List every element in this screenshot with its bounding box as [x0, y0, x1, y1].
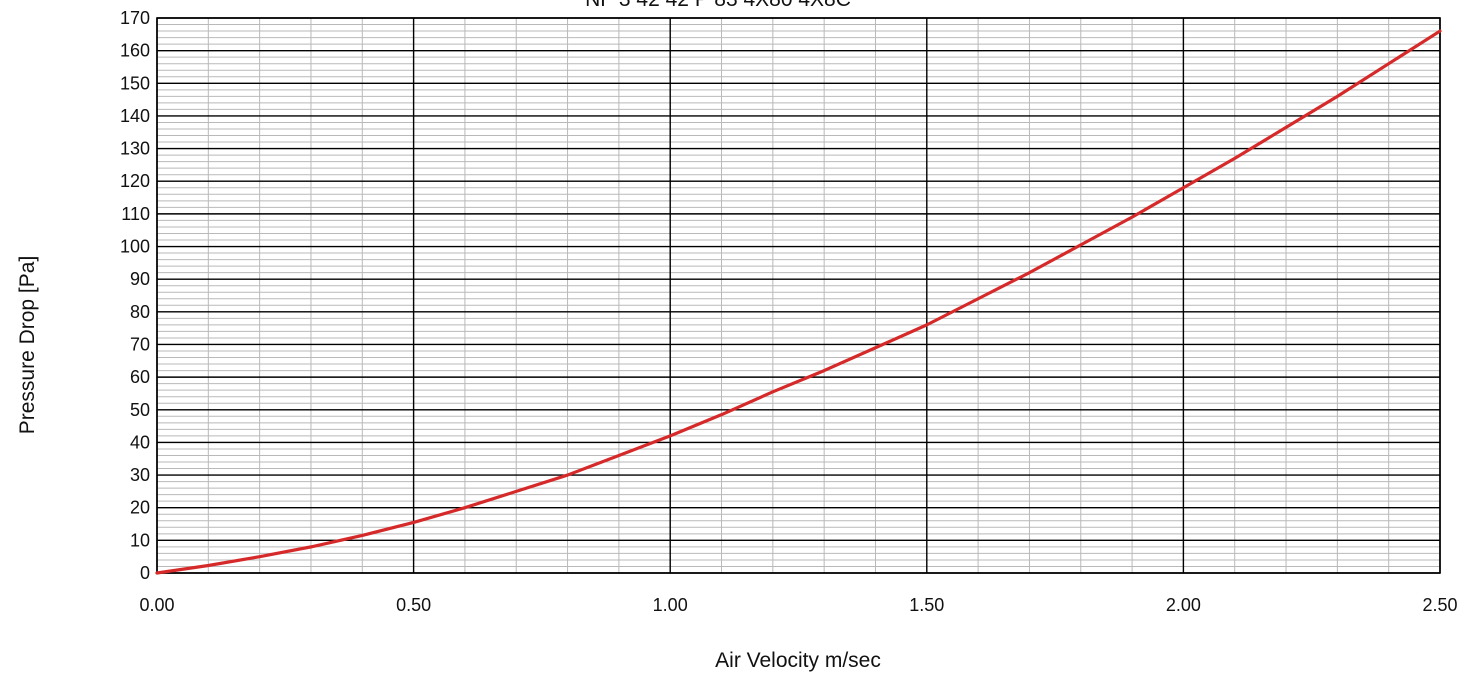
x-tick-label: 0.50 — [396, 595, 431, 615]
y-axis-title: Pressure Drop [Pa] — [16, 256, 39, 435]
y-tick-labels: 0 10 20 30 40 50 60 70 80 90 100 110 120 130 140 150 160… — [120, 8, 150, 583]
x-tick-label: 0.00 — [139, 595, 174, 615]
y-tick-label: 30 — [130, 465, 150, 485]
y-tick-label: 20 — [130, 498, 150, 518]
y-tick-label: 90 — [130, 269, 150, 289]
series-layer — [155, 29, 1442, 575]
plot-frame — [156, 17, 1441, 574]
minor-grid — [157, 18, 1440, 573]
y-tick-label: 130 — [120, 139, 150, 159]
y-tick-label: 100 — [120, 237, 150, 257]
y-tick-label: 70 — [130, 334, 150, 354]
x-tick-labels: 0.00 0.50 1.00 1.50 2.00 2.50 — [139, 595, 1457, 615]
y-tick-label: 170 — [120, 8, 150, 28]
y-tick-label: 140 — [120, 106, 150, 126]
chart-title: NF 3 42 42 P 83 4X80 4X8C — [585, 0, 851, 11]
y-tick-label: 10 — [130, 530, 150, 550]
y-tick-label: 150 — [120, 73, 150, 93]
y-tick-label: 60 — [130, 367, 150, 387]
x-tick-label: 2.00 — [1166, 595, 1201, 615]
x-tick-label: 2.50 — [1422, 595, 1457, 615]
y-tick-label: 110 — [121, 204, 150, 224]
y-tick-label: 40 — [130, 432, 150, 452]
y-tick-label: 50 — [130, 400, 150, 420]
y-tick-label: 160 — [120, 41, 150, 61]
x-axis-title: Air Velocity m/sec — [715, 649, 881, 672]
x-tick-label: 1.50 — [909, 595, 944, 615]
x-tick-label: 1.00 — [653, 595, 688, 615]
series-line — [155, 29, 1442, 575]
major-grid — [156, 17, 1441, 574]
y-tick-label: 0 — [140, 563, 150, 583]
y-tick-label: 120 — [120, 171, 150, 191]
y-tick-label: 80 — [130, 302, 150, 322]
